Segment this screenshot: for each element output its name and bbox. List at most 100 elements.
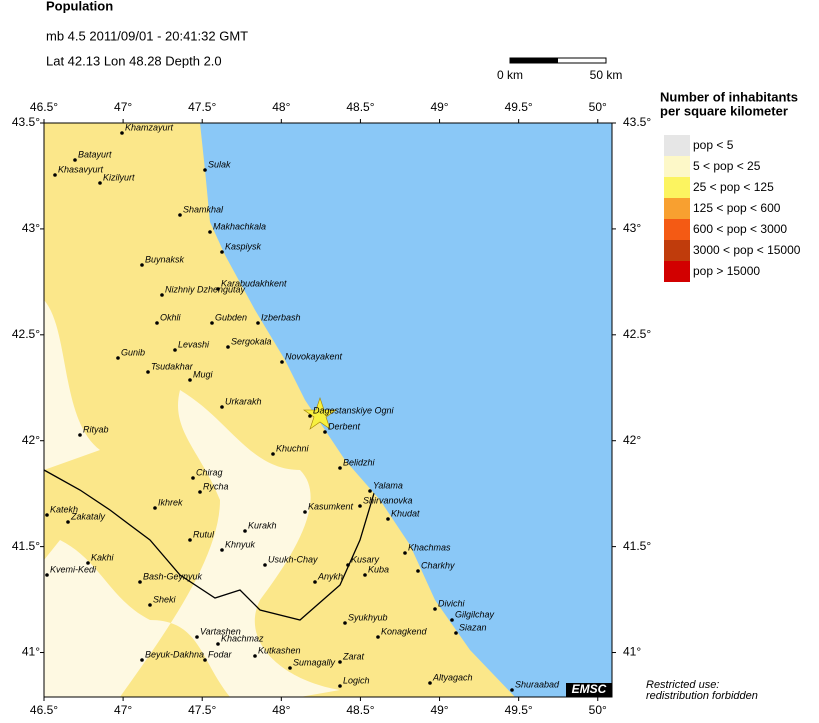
city-label: Khachmas <box>408 542 451 552</box>
city-dot <box>160 293 164 297</box>
x-tick-label: 47° <box>114 100 132 114</box>
scale-end: 50 km <box>590 68 623 82</box>
city-label: Sergokala <box>231 336 272 346</box>
city-dot <box>313 580 317 584</box>
city-dot <box>148 603 152 607</box>
city-dot <box>220 405 224 409</box>
city-label: Gubden <box>215 312 247 322</box>
y-tick-label: 41° <box>22 645 40 659</box>
x-tick-label: 48.5° <box>346 703 374 717</box>
city-dot <box>78 433 82 437</box>
city-label: Kaspiysk <box>225 241 262 251</box>
logo: EMSC <box>572 682 607 696</box>
city-dot <box>403 551 407 555</box>
city-label: Konagkend <box>381 626 428 636</box>
city-label: Khamzayurt <box>125 122 174 132</box>
x-tick-label: 50° <box>589 100 607 114</box>
city-label: Beyuk-Dakhna <box>145 649 204 659</box>
city-dot <box>191 476 195 480</box>
city-dot <box>343 621 347 625</box>
city-dot <box>120 131 124 135</box>
legend-swatch <box>664 198 690 219</box>
x-tick-label: 47.5° <box>188 100 216 114</box>
x-tick-label: 49° <box>430 100 448 114</box>
city-label: Levashi <box>178 339 210 349</box>
city-dot <box>338 660 342 664</box>
legend-label: 125 < pop < 600 <box>693 201 781 215</box>
city-dot <box>198 490 202 494</box>
city-dot <box>510 688 514 692</box>
legend-subtitle: per square kilometer <box>660 103 788 118</box>
legend-label: 5 < pop < 25 <box>693 159 761 173</box>
legend-swatch <box>664 219 690 240</box>
city-dot <box>178 213 182 217</box>
city-label: Okhli <box>160 312 182 322</box>
city-label: Khachmaz <box>221 633 264 643</box>
x-tick-label: 49.5° <box>505 703 533 717</box>
city-dot <box>210 321 214 325</box>
city-label: Nizhniy Dzhengutay <box>165 284 246 294</box>
city-label: Yalama <box>373 480 403 490</box>
city-dot <box>454 631 458 635</box>
x-tick-label: 47° <box>114 703 132 717</box>
city-dot <box>116 356 120 360</box>
x-tick-label: 48° <box>272 100 290 114</box>
city-label: Bash-Geynyuk <box>143 571 203 581</box>
city-label: Batayurt <box>78 149 112 159</box>
city-label: Logich <box>343 675 370 685</box>
city-dot <box>45 573 49 577</box>
city-label: Zarat <box>342 651 365 661</box>
city-label: Tsudakhar <box>151 361 194 371</box>
city-dot <box>358 504 362 508</box>
city-dot <box>263 563 267 567</box>
city-label: Rutul <box>193 529 215 539</box>
city-label: Vartashen <box>200 626 241 636</box>
x-tick-label: 49.5° <box>505 100 533 114</box>
city-dot <box>146 370 150 374</box>
city-label: Urkarakh <box>225 396 262 406</box>
border <box>43 469 376 621</box>
city-dot <box>363 573 367 577</box>
city-label: Rycha <box>203 481 229 491</box>
frame <box>43 122 613 698</box>
x-tick-label: 47.5° <box>188 703 216 717</box>
title: Population <box>46 0 113 13</box>
scale-start: 0 km <box>497 68 523 82</box>
legend-label: 600 < pop < 3000 <box>693 222 787 236</box>
x-tick-label: 48.5° <box>346 100 374 114</box>
city-dot <box>188 538 192 542</box>
city-label: Syukhyub <box>348 612 388 622</box>
city-label: Kizilyurt <box>103 172 135 182</box>
city-dot <box>208 230 212 234</box>
y-tick-label: 41.5° <box>12 539 40 553</box>
city-label: Usukh-Chay <box>268 554 318 564</box>
city-label: Khudat <box>391 508 420 518</box>
y-tick-label: 41.5° <box>623 539 651 553</box>
city-label: Karabudakhkent <box>221 278 287 288</box>
scale-fill <box>510 58 558 63</box>
city-label: Buynaksk <box>145 254 185 264</box>
y-tick-label: 42.5° <box>623 327 651 341</box>
city-label: Sumagally <box>293 657 336 667</box>
y-tick-label: 43° <box>22 221 40 235</box>
city-label: Belidzhi <box>343 457 376 467</box>
city-dot <box>45 513 49 517</box>
city-dot <box>138 580 142 584</box>
y-tick-label: 42° <box>623 433 641 447</box>
city-dot <box>256 321 260 325</box>
city-dot <box>253 654 257 658</box>
city-label: Dagestanskiye Ogni <box>313 405 395 415</box>
city-label: Gunib <box>121 347 145 357</box>
city-dot <box>416 569 420 573</box>
city-label: Sheki <box>153 594 177 604</box>
city-dot <box>140 263 144 267</box>
city-dot <box>188 378 192 382</box>
city-dot <box>73 158 77 162</box>
city-label: Khnyuk <box>225 539 256 549</box>
city-dot <box>308 414 312 418</box>
city-label: Divichi <box>438 598 466 608</box>
legend-swatch <box>664 240 690 261</box>
city-label: Kutkashen <box>258 645 301 655</box>
city-label: Charkhy <box>421 560 455 570</box>
